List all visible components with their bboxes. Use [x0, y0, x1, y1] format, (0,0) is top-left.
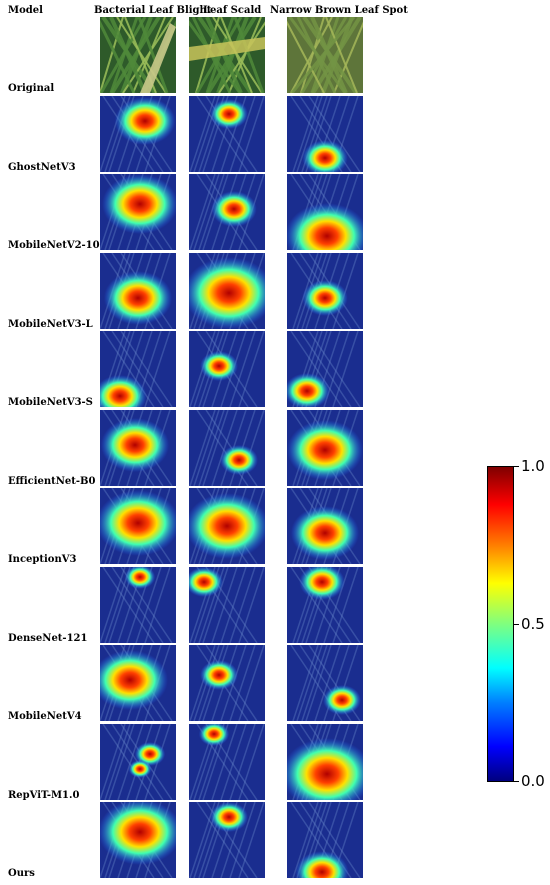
gradcam-heatmap-image	[189, 567, 265, 643]
row-label: Original	[8, 83, 55, 94]
gradcam-heatmap-image	[100, 724, 176, 800]
original-leaf-image	[100, 17, 176, 93]
gradcam-heatmap-image	[189, 410, 265, 486]
gradcam-heatmap-image	[189, 724, 265, 800]
gradcam-heatmap-image	[287, 488, 363, 564]
row-label: MobileNetV4	[8, 711, 82, 722]
header-leaf-scald: Leaf Scald	[203, 5, 262, 16]
gradcam-heatmap-image	[100, 488, 176, 564]
row-label: InceptionV3	[8, 554, 77, 565]
gradcam-heatmap-image	[100, 253, 176, 329]
gradcam-heatmap-image	[287, 724, 363, 800]
original-leaf-image	[189, 17, 265, 93]
gradcam-heatmap-image	[100, 567, 176, 643]
gradcam-heatmap-image	[287, 174, 363, 250]
gradcam-heatmap-image	[287, 645, 363, 721]
gradcam-heatmap-image	[100, 802, 176, 878]
gradcam-heatmap-image	[189, 174, 265, 250]
colorbar-tick-label-mid: 0.5	[521, 615, 545, 633]
gradcam-heatmap-image	[287, 802, 363, 878]
gradcam-heatmap-image	[189, 802, 265, 878]
colorbar-tick-label-max: 1.0	[521, 457, 545, 475]
gradcam-heatmap-image	[287, 253, 363, 329]
header-bacterial-leaf-blight: Bacterial Leaf Blight	[94, 5, 212, 16]
row-label: MobileNetV2-100	[8, 240, 107, 251]
header-model: Model	[8, 5, 43, 16]
colorbar	[487, 466, 514, 782]
row-label: EfficientNet-B0	[8, 476, 96, 487]
colorbar-tick-label-min: 0.0	[521, 772, 545, 790]
gradcam-heatmap-image	[189, 96, 265, 172]
gradcam-heatmap-image	[189, 331, 265, 407]
row-label: DenseNet-121	[8, 633, 88, 644]
colorbar-tick	[514, 624, 519, 625]
gradcam-heatmap-image	[100, 645, 176, 721]
colorbar-tick	[514, 781, 519, 782]
gradcam-heatmap-image	[100, 96, 176, 172]
gradcam-heatmap-image	[100, 174, 176, 250]
gradcam-heatmap-image	[100, 410, 176, 486]
original-leaf-image	[287, 17, 363, 93]
row-label: MobileNetV3-L	[8, 319, 93, 330]
gradcam-heatmap-image	[287, 331, 363, 407]
gradcam-heatmap-image	[287, 410, 363, 486]
gradcam-heatmap-image	[189, 253, 265, 329]
gradcam-heatmap-image	[189, 488, 265, 564]
header-narrow-brown-leaf-spot: Narrow Brown Leaf Spot	[270, 5, 408, 16]
gradcam-heatmap-image	[189, 645, 265, 721]
colorbar-tick	[514, 466, 519, 467]
gradcam-heatmap-image	[287, 567, 363, 643]
gradcam-heatmap-image	[287, 96, 363, 172]
gradcam-heatmap-image	[100, 331, 176, 407]
row-label: RepViT-M1.0	[8, 790, 80, 801]
row-label: Ours	[8, 868, 35, 879]
row-label: GhostNetV3	[8, 162, 76, 173]
row-label: MobileNetV3-S	[8, 397, 93, 408]
